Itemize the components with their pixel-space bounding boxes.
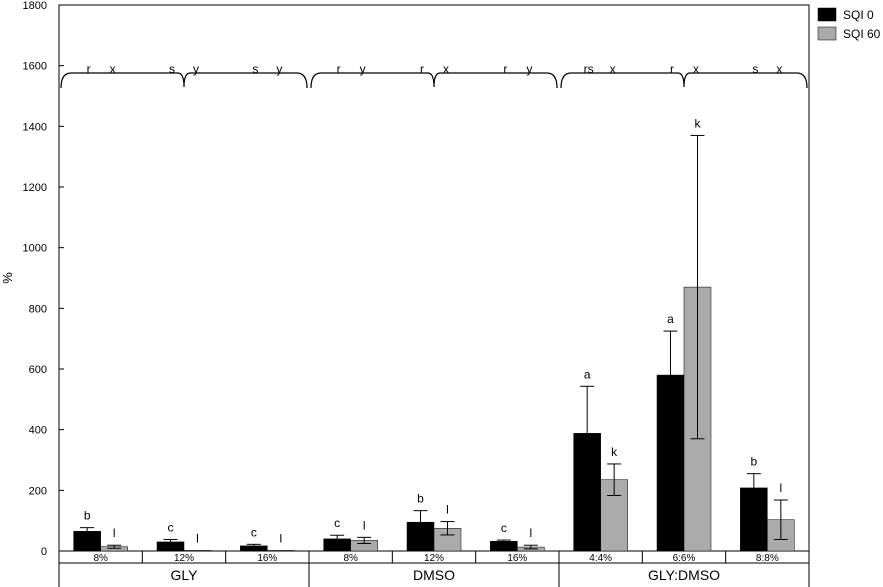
y-tick-label: 600 (29, 364, 47, 376)
bar-significance-letter: c (168, 520, 174, 534)
annotations: r x s y s y r y r x r y rs x r x s x b l c l c l c l b l c l a k a k b l (60, 62, 808, 545)
top-significance-letter: y (193, 62, 199, 76)
group-brace (60, 72, 308, 89)
category-label: 6:6% (673, 553, 696, 564)
legend: SQI 0 SQI 60 (817, 7, 881, 41)
bar-significance-letter: k (611, 445, 618, 459)
bar (183, 550, 212, 552)
bar (267, 550, 295, 552)
category-label: 12% (174, 553, 194, 564)
bar-significance-letter: c (501, 521, 507, 535)
category-label: 8:8% (756, 553, 779, 564)
category-label: 16% (257, 553, 277, 564)
group-label: DMSO (413, 567, 455, 583)
category-label: 4:4% (589, 553, 612, 564)
bar-significance-letter: c (334, 516, 340, 530)
group-label: GLY (171, 567, 199, 583)
top-significance-letter: x (776, 62, 782, 76)
y-axis-title: % (0, 272, 15, 284)
group-brace (560, 72, 808, 89)
bars (73, 134, 795, 552)
bar-significance-letter: b (84, 509, 91, 523)
legend-label: SQI 60 (843, 27, 881, 41)
y-tick-label: 1600 (23, 61, 47, 73)
bar (573, 433, 601, 552)
top-significance-letter: s (169, 62, 175, 76)
bar-significance-letter: l (529, 526, 532, 540)
bar-significance-letter: b (417, 492, 424, 506)
y-tick-label: 0 (41, 546, 47, 558)
category-label: 16% (507, 553, 527, 564)
top-significance-letter: x (443, 62, 449, 76)
bar (406, 521, 435, 552)
y-tick-label: 1800 (23, 0, 47, 12)
bar (73, 531, 101, 552)
legend-swatch (817, 7, 837, 22)
legend-label: SQI 0 (843, 8, 874, 22)
category-label: 8% (93, 553, 108, 564)
y-tick-label: 200 (29, 485, 47, 497)
top-significance-letter: r (420, 62, 424, 76)
bar-significance-letter: l (196, 531, 199, 545)
bar (740, 487, 768, 552)
bar-significance-letter: c (251, 525, 257, 539)
top-significance-letter: rs (584, 62, 594, 76)
top-significance-letter: r (87, 62, 91, 76)
bar-significance-letter: l (113, 526, 116, 540)
top-significance-letter: r (503, 62, 507, 76)
bar-significance-letter: l (363, 518, 366, 532)
legend-swatch (817, 26, 837, 41)
bar-significance-letter: l (279, 531, 282, 545)
category-label: 12% (424, 553, 444, 564)
axes: 0 200 400 600 800 1000 1200 1400 1600 1800% GLY 8% 1… (0, 0, 810, 587)
bar-significance-letter: a (584, 367, 591, 381)
y-tick-label: 800 (29, 303, 47, 315)
group-brace (310, 72, 558, 89)
y-tick-label: 400 (29, 425, 47, 437)
top-significance-letter: r (337, 62, 341, 76)
bar-significance-letter: l (446, 503, 449, 517)
bar-significance-letter: b (750, 455, 757, 469)
top-significance-letter: r (670, 62, 674, 76)
top-significance-letter: x (110, 62, 116, 76)
y-tick-label: 1000 (23, 243, 47, 255)
group-label: GLY:DMSO (648, 567, 720, 583)
top-significance-letter: y (526, 62, 532, 76)
top-significance-letter: x (610, 62, 616, 76)
bar (156, 541, 185, 552)
top-significance-letter: s (752, 62, 758, 76)
bar-significance-letter: k (695, 116, 702, 130)
bar-significance-letter: l (779, 481, 782, 495)
bar (656, 374, 685, 552)
top-significance-letter: y (360, 62, 366, 76)
bar (323, 538, 351, 552)
bar (240, 545, 268, 552)
top-significance-letter: s (252, 62, 258, 76)
top-significance-letter: y (276, 62, 282, 76)
y-tick-label: 1400 (23, 121, 47, 133)
y-tick-label: 1200 (23, 182, 47, 194)
category-label: 8% (343, 553, 358, 564)
bar (490, 541, 518, 552)
bar-significance-letter: a (667, 312, 674, 326)
top-significance-letter: x (693, 62, 699, 76)
